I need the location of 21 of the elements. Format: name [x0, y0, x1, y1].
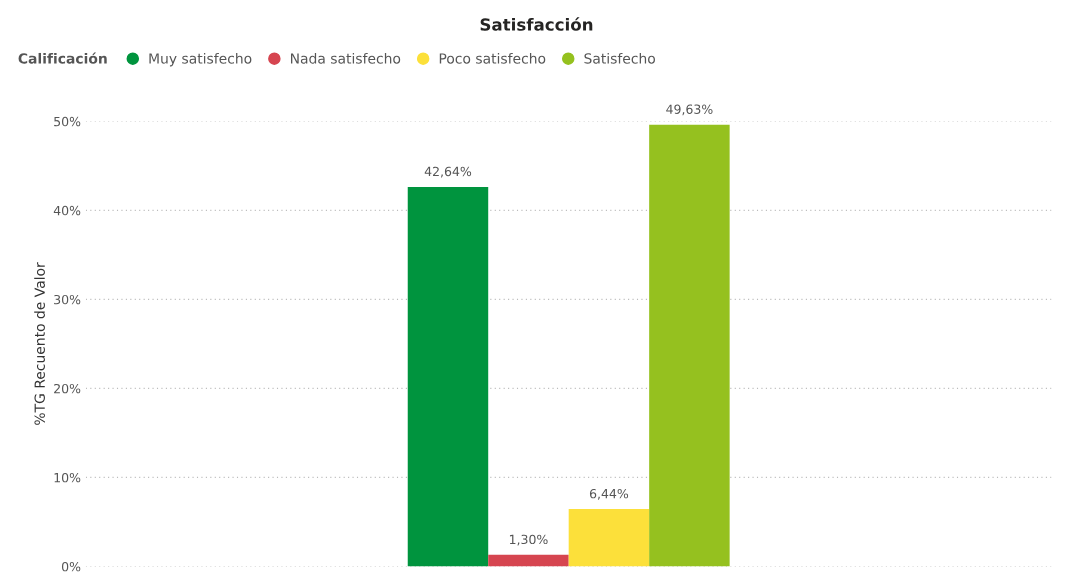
data-label: 6,44% — [589, 488, 629, 500]
bar — [407, 186, 489, 567]
bar — [649, 124, 730, 567]
legend-title: Calificación — [18, 52, 107, 64]
y-tick-label: 50% — [54, 116, 81, 127]
y-tick-label: 0% — [61, 561, 81, 572]
legend-label: Nada satisfecho — [291, 52, 401, 64]
y-tick-label: 40% — [53, 205, 81, 216]
bar — [568, 509, 650, 567]
legend-label: Muy satisfecho — [149, 52, 252, 67]
data-label: 1,30% — [509, 534, 548, 546]
bar — [488, 554, 569, 567]
y-tick-label: 10% — [54, 472, 81, 483]
chart-title: Satisfacción — [480, 17, 593, 31]
y-tick-label: 20% — [54, 383, 81, 394]
data-label: 42,64% — [424, 166, 472, 178]
data-label: 49,63% — [666, 104, 713, 116]
legend-label: Satisfecho — [584, 52, 655, 64]
legend-label: Poco satisfecho — [439, 52, 546, 64]
y-tick-label: 30% — [54, 294, 81, 305]
y-axis-title: %TG Recuento de Valor — [34, 262, 45, 425]
